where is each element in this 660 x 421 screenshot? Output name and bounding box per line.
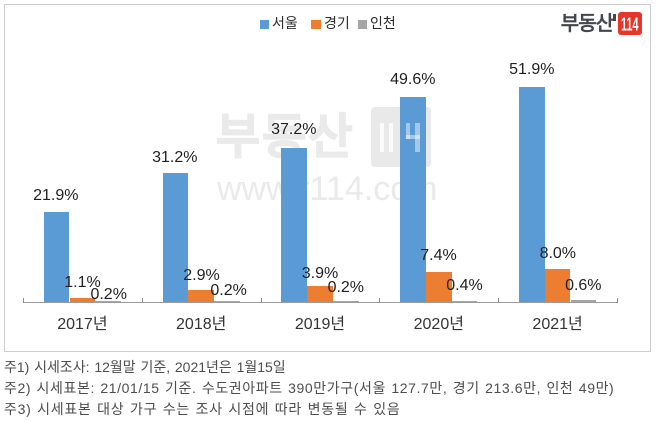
svg-text:114: 114: [621, 14, 639, 34]
